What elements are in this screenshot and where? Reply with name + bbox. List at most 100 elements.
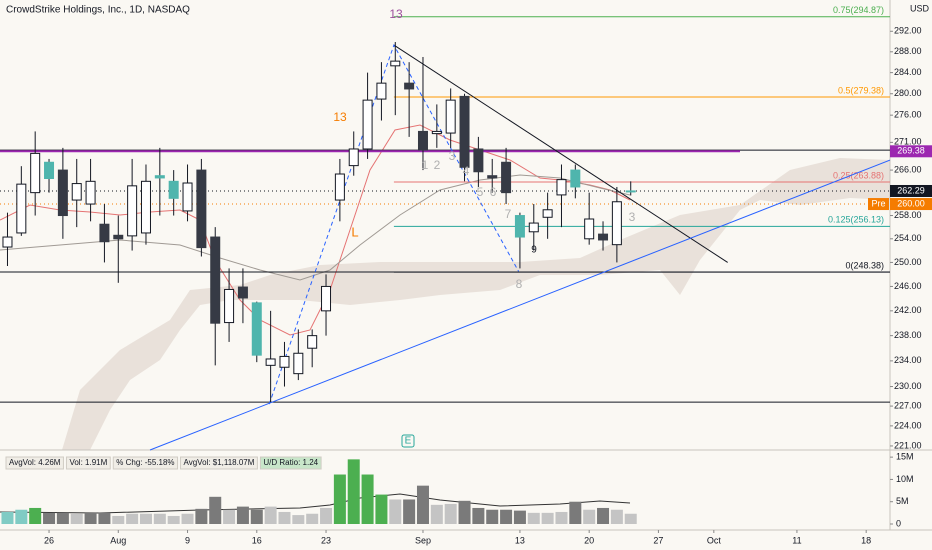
stat-box (5, 456, 64, 470)
volume-bar (513, 510, 526, 524)
annotation: L (351, 224, 358, 239)
volume-bar (624, 513, 637, 524)
volume-bar (347, 459, 360, 524)
candle-body (293, 352, 304, 375)
annotation: 13 (333, 110, 347, 124)
volume-bar (416, 485, 429, 524)
candle-body (431, 130, 442, 135)
candle-body (542, 209, 553, 218)
candle-body (71, 183, 82, 201)
y-tick-label: 238.00 (894, 330, 922, 340)
candle-body (30, 152, 41, 194)
volume-bar (597, 507, 610, 524)
volume-average (0, 493, 631, 514)
volume-bar (389, 499, 402, 524)
y-tick-label: 284.00 (894, 67, 922, 77)
x-tick-label: Sep (415, 535, 431, 545)
volume-tick-label: 5M (896, 496, 909, 506)
y-tick-label: 221.00 (894, 440, 922, 450)
volume-bar (430, 504, 443, 524)
volume-bar (541, 512, 554, 524)
moving-average (0, 124, 631, 336)
volume-bar (264, 506, 277, 524)
volume-bar (569, 501, 582, 524)
volume-bar (29, 507, 42, 524)
volume-bar (15, 509, 28, 524)
volume-bar (181, 513, 194, 524)
candle-body (307, 335, 318, 349)
x-tick-label: 26 (44, 535, 54, 545)
annotation: 4 (463, 164, 470, 178)
volume-bar (458, 500, 471, 524)
volume-tick-label: 10M (896, 474, 914, 484)
annotation: 13 (389, 7, 403, 21)
x-tick-label: Aug (110, 535, 126, 545)
annotation: 1 (422, 158, 429, 172)
candle-body (99, 223, 110, 243)
candle-body (168, 180, 179, 199)
volume-bar (223, 509, 236, 524)
candle-body (16, 183, 27, 234)
price-tag-box (868, 198, 889, 211)
earnings-icon (401, 434, 415, 448)
volume-bar (43, 512, 56, 524)
candle-body (556, 179, 567, 196)
volume-bar (403, 499, 416, 524)
volume-bar (139, 513, 152, 524)
fib-label: 0.5(279.38) (838, 85, 884, 95)
x-tick-label: 18 (861, 535, 871, 545)
x-tick-label: 9 (185, 535, 190, 545)
x-tick-label: 27 (653, 535, 663, 545)
volume-bar (153, 513, 166, 524)
volume-bar (209, 496, 222, 524)
volume-bar (527, 512, 540, 524)
candle-body (584, 218, 595, 240)
candle-body (44, 161, 55, 180)
price-label: 260.00 (897, 198, 925, 208)
y-tick-label: 280.00 (894, 88, 922, 98)
volume-bar (278, 511, 291, 524)
volume-bar (472, 507, 485, 524)
candle-body (127, 185, 138, 237)
volume-bar (250, 509, 263, 524)
candle-body (265, 358, 276, 366)
volume-bar (195, 508, 208, 524)
y-tick-label: 242.00 (894, 305, 922, 315)
fib-label: 0(248.38) (845, 260, 884, 270)
candle-body (348, 148, 359, 167)
y-tick-label: 224.00 (894, 420, 922, 430)
candle-body (57, 169, 68, 217)
x-tick-label: Oct (707, 535, 722, 545)
trendline (149, 159, 891, 451)
trendline (268, 43, 519, 405)
annotation: 7 (505, 207, 512, 221)
y-tick-label: 227.00 (894, 400, 922, 410)
stat-box (180, 456, 258, 470)
candle-body (140, 180, 151, 234)
candle-body (196, 169, 207, 249)
currency: USD (910, 3, 930, 13)
candle-body (85, 180, 96, 205)
candle-body (279, 355, 290, 368)
candle-body (362, 99, 373, 150)
volume-bar (112, 515, 125, 524)
stat-box (259, 456, 322, 470)
y-tick-label: 234.00 (894, 355, 922, 365)
volume-bar (583, 509, 596, 524)
y-tick-label: 254.00 (894, 233, 922, 243)
candle-body (390, 60, 401, 67)
trendline (393, 44, 728, 263)
volume-bar (320, 507, 333, 524)
x-tick-label: 20 (584, 535, 594, 545)
volume-bar (236, 506, 249, 524)
candle-body (2, 236, 13, 248)
candle-body (182, 182, 193, 212)
x-tick-label: 13 (515, 535, 525, 545)
volume-bar (333, 474, 346, 524)
fib-label: 0.75(294.87) (833, 5, 884, 15)
candle-body (224, 288, 235, 324)
price-label: 269.38 (897, 146, 925, 156)
y-tick-label: 288.00 (894, 46, 922, 56)
candle-body (154, 175, 165, 179)
volume-tick-label: 15M (896, 452, 914, 462)
